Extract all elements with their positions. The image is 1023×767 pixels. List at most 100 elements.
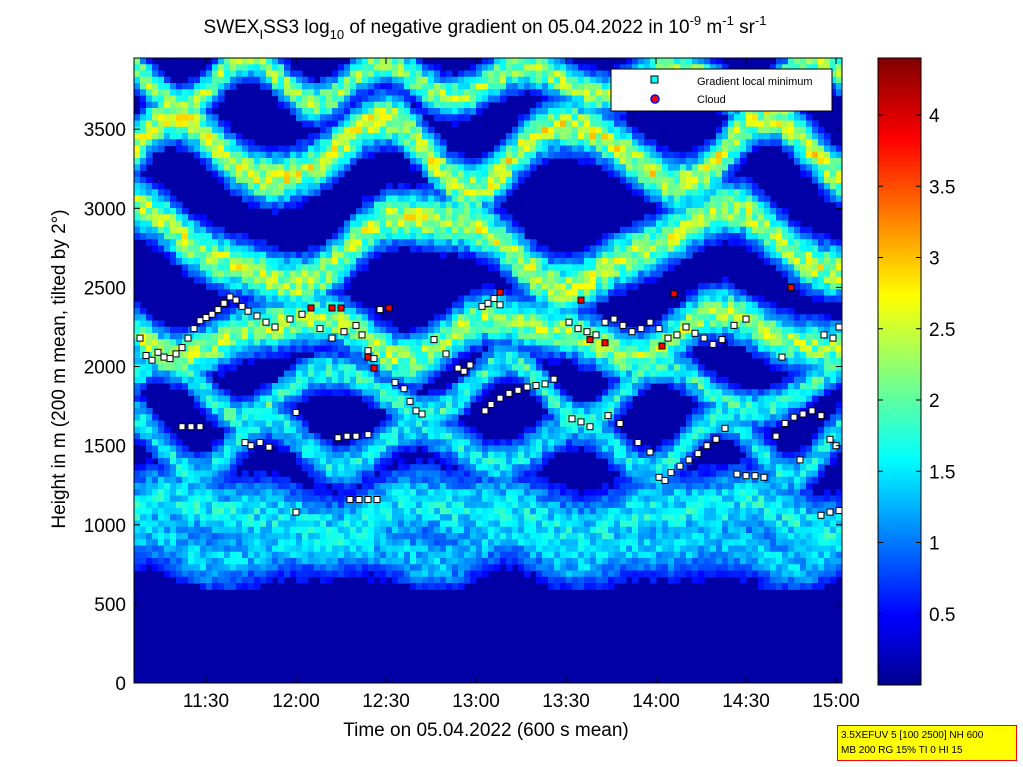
heatmap-cell <box>182 108 189 115</box>
heatmap-cell <box>278 264 285 272</box>
heatmap-cell <box>488 376 495 384</box>
heatmap-cell <box>314 333 321 340</box>
heatmap-cell <box>566 351 573 359</box>
heatmap-cell <box>416 245 423 253</box>
heatmap-cell <box>176 145 183 153</box>
heatmap-cell <box>524 314 531 322</box>
heatmap-cell <box>224 420 231 428</box>
heatmap-cell <box>194 76 201 84</box>
heatmap-cell <box>200 370 207 378</box>
heatmap-cell <box>530 564 537 572</box>
heatmap-cell <box>242 195 249 203</box>
heatmap-cell <box>458 76 465 84</box>
heatmap-cell <box>248 201 255 209</box>
heatmap-cell <box>386 108 393 115</box>
heatmap-cell <box>266 539 273 547</box>
heatmap-cell <box>326 289 333 297</box>
heatmap-cell <box>356 126 363 134</box>
heatmap-cell <box>320 295 327 303</box>
heatmap-cell <box>170 251 177 259</box>
heatmap-cell <box>398 445 405 453</box>
heatmap-cell <box>464 464 471 472</box>
heatmap-cell <box>380 483 387 490</box>
heatmap-cell <box>554 64 561 72</box>
heatmap-cell <box>416 395 423 403</box>
heatmap-cell <box>314 258 321 265</box>
heatmap-cell <box>434 351 441 359</box>
heatmap-cell <box>338 114 345 122</box>
heatmap-cell <box>440 520 447 528</box>
heatmap-cell <box>572 508 579 515</box>
heatmap-cell <box>218 164 225 172</box>
heatmap-cell <box>344 164 351 172</box>
heatmap-cell <box>584 258 591 265</box>
heatmap-cell <box>560 483 567 490</box>
heatmap-cell <box>152 514 159 522</box>
heatmap-cell <box>446 364 453 372</box>
heatmap-cell <box>446 333 453 340</box>
heatmap-cell <box>218 401 225 409</box>
heatmap-cell <box>470 170 477 178</box>
heatmap-cell <box>440 576 447 584</box>
heatmap-cell <box>392 226 399 234</box>
heatmap-cell <box>272 264 279 272</box>
heatmap-cell <box>212 70 219 78</box>
heatmap-cell <box>230 233 237 240</box>
heatmap-cell <box>326 551 333 559</box>
heatmap-cell <box>140 70 147 78</box>
heatmap-cell <box>290 520 297 528</box>
heatmap-cell <box>248 326 255 334</box>
heatmap-cell <box>500 333 507 340</box>
heatmap-cell <box>170 439 177 447</box>
heatmap-cell <box>464 476 471 484</box>
heatmap-cell <box>242 270 249 278</box>
heatmap-cell <box>254 145 261 153</box>
heatmap-cell <box>134 89 141 97</box>
heatmap-cell <box>440 451 447 459</box>
heatmap-cell <box>452 114 459 122</box>
heatmap-cell <box>206 101 213 109</box>
heatmap-cell <box>164 458 171 465</box>
heatmap-cell <box>380 345 387 353</box>
heatmap-cell <box>368 220 375 228</box>
heatmap-cell <box>218 564 225 572</box>
heatmap-cell <box>542 545 549 553</box>
heatmap-cell <box>590 570 597 578</box>
heatmap-cell <box>374 439 381 447</box>
heatmap-cell <box>398 495 405 503</box>
heatmap-cell <box>338 145 345 153</box>
heatmap-cell <box>464 576 471 584</box>
heatmap-cell <box>476 345 483 353</box>
heatmap-cell <box>224 458 231 465</box>
heatmap-cell <box>302 451 309 459</box>
heatmap-cell <box>326 545 333 553</box>
heatmap-cell <box>368 508 375 515</box>
heatmap-cell <box>146 376 153 384</box>
heatmap-cell <box>482 545 489 553</box>
heatmap-cell <box>290 401 297 409</box>
heatmap-cell <box>596 295 603 303</box>
heatmap-cell <box>146 226 153 234</box>
heatmap-cell <box>446 389 453 397</box>
heatmap-cell <box>416 551 423 559</box>
heatmap-cell <box>524 358 531 365</box>
heatmap-cell <box>602 120 609 128</box>
heatmap-cell <box>506 301 513 309</box>
heatmap-cell <box>560 283 567 290</box>
heatmap-cell <box>278 526 285 534</box>
heatmap-cell <box>602 283 609 290</box>
heatmap-cell <box>260 551 267 559</box>
heatmap-cell <box>548 501 555 509</box>
heatmap-cell <box>476 376 483 384</box>
heatmap-cell <box>494 183 501 190</box>
heatmap-cell <box>416 470 423 478</box>
heatmap-cell <box>146 139 153 147</box>
heatmap-cell <box>422 533 429 540</box>
heatmap-cell <box>158 370 165 378</box>
heatmap-cell <box>356 458 363 465</box>
heatmap-cell <box>464 326 471 334</box>
heatmap-cell <box>476 476 483 484</box>
heatmap-cell <box>398 539 405 547</box>
heatmap-cell <box>320 245 327 253</box>
heatmap-cell <box>386 395 393 403</box>
